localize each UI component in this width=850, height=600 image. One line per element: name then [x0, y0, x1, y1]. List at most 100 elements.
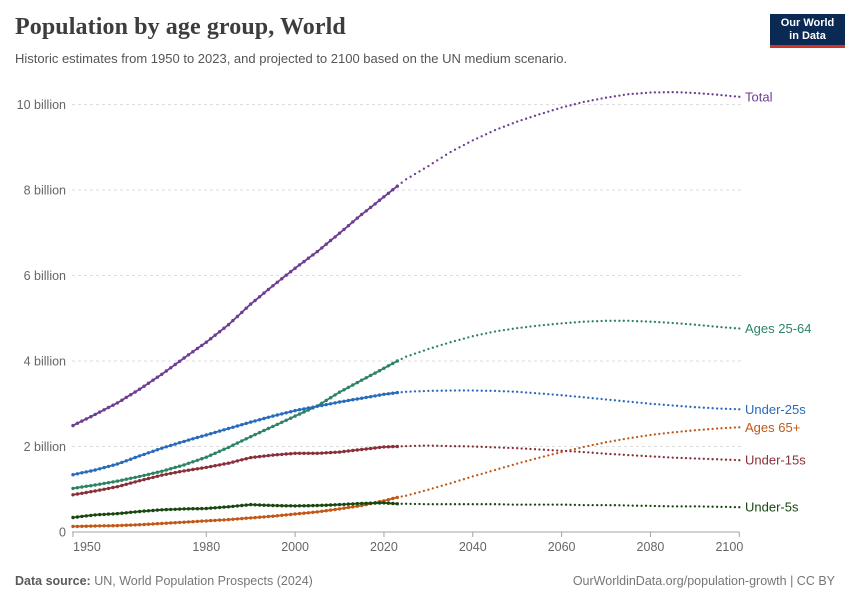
x-tick-label: 2080	[637, 540, 665, 554]
projected-point	[667, 505, 670, 508]
projected-point	[729, 407, 732, 411]
projected-point	[600, 503, 603, 507]
projected-point	[622, 437, 625, 441]
projected-point	[547, 503, 550, 506]
projected-point	[569, 503, 572, 506]
projected-point	[715, 407, 719, 410]
projected-point	[440, 389, 443, 392]
y-tick-label: 10 billion	[17, 98, 66, 112]
projected-point	[524, 447, 528, 450]
projected-point	[511, 327, 514, 330]
projected-point	[524, 503, 528, 506]
projected-point	[649, 91, 652, 94]
projected-point	[698, 428, 701, 432]
projected-point	[458, 146, 461, 149]
projected-point	[573, 103, 577, 106]
projected-point	[671, 321, 674, 325]
projected-point	[613, 399, 617, 402]
projected-point	[480, 472, 483, 476]
projected-point	[684, 429, 688, 433]
projected-point	[547, 448, 550, 452]
projected-point	[667, 456, 670, 459]
projected-point	[467, 445, 470, 448]
projected-point	[587, 396, 590, 399]
projected-point	[587, 503, 590, 507]
projected-point	[533, 457, 537, 460]
projected-point	[511, 503, 514, 506]
projected-point	[436, 159, 439, 162]
projected-point	[444, 153, 448, 156]
projected-point	[724, 326, 728, 329]
projected-point	[396, 185, 399, 188]
projected-point	[582, 396, 585, 399]
projected-point	[671, 431, 674, 434]
projected-point	[431, 503, 434, 506]
projected-point	[689, 91, 692, 94]
projected-point	[440, 343, 443, 347]
attribution-link[interactable]: OurWorldinData.org/population-growth | C…	[572, 574, 835, 588]
projected-point	[724, 426, 728, 430]
projected-point	[520, 447, 523, 450]
x-tick-label: 2060	[548, 540, 576, 554]
projected-point	[582, 320, 585, 323]
projected-point	[529, 458, 532, 462]
projected-point	[671, 456, 674, 459]
projected-point	[542, 323, 546, 327]
owid-logo[interactable]: Our World in Data	[770, 14, 845, 48]
projected-point	[578, 320, 581, 324]
series-label: Under-25s	[745, 402, 806, 417]
projected-point	[449, 341, 452, 344]
projected-point	[644, 320, 648, 323]
projected-point	[609, 95, 612, 99]
projected-point	[498, 467, 501, 470]
projected-point	[560, 106, 563, 109]
projected-point	[542, 448, 546, 451]
projected-point	[547, 110, 550, 113]
projected-point	[520, 461, 523, 464]
projected-point	[524, 117, 528, 120]
projected-point	[431, 162, 434, 165]
projected-point	[711, 458, 714, 461]
projected-point	[613, 453, 617, 456]
projected-point	[662, 505, 665, 508]
projected-point	[591, 443, 594, 447]
projected-point	[707, 92, 710, 96]
projected-point	[462, 143, 466, 147]
projected-point	[573, 450, 577, 453]
projected-point	[440, 484, 443, 487]
projected-point	[653, 433, 657, 436]
x-tick-label: 2000	[281, 540, 309, 554]
projected-point	[573, 447, 577, 451]
projected-point	[738, 506, 741, 509]
projected-point	[609, 452, 612, 456]
projected-point	[644, 434, 648, 437]
projected-point	[542, 111, 546, 115]
projected-point	[458, 389, 461, 392]
historic-line	[72, 501, 398, 519]
projected-point	[640, 320, 643, 323]
projected-point	[444, 389, 448, 392]
projected-point	[440, 503, 443, 506]
projected-point	[449, 389, 452, 392]
projected-point	[644, 91, 648, 95]
projected-point	[471, 475, 474, 478]
projected-point	[596, 98, 599, 101]
projected-point	[538, 392, 541, 395]
projected-point	[600, 452, 603, 455]
y-tick-label: 8 billion	[24, 184, 66, 198]
projected-point	[529, 503, 532, 506]
projected-point	[556, 107, 559, 111]
projected-point	[591, 451, 594, 454]
projected-point	[618, 504, 621, 507]
projected-point	[693, 429, 697, 432]
projected-point	[529, 391, 532, 394]
projected-point	[476, 503, 479, 506]
projected-point	[707, 505, 710, 508]
projected-point	[436, 444, 439, 447]
projected-point	[436, 485, 439, 489]
projected-point	[458, 445, 461, 448]
projected-point	[649, 455, 652, 458]
projected-point	[689, 457, 692, 460]
projected-point	[622, 453, 625, 456]
